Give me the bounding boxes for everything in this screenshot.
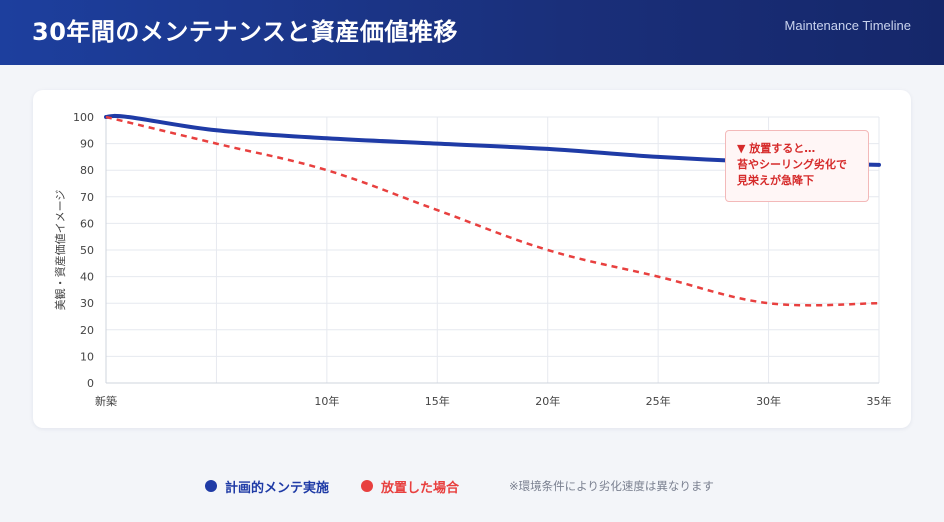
- chart-legend: 計画的メンテ実施 放置した場合 ※環境条件により劣化速度は異なります: [205, 476, 714, 496]
- y-axis-label: 美観・資産価値イメージ: [53, 190, 67, 311]
- x-tick-label: 25年: [646, 394, 671, 408]
- y-tick-label: 10: [80, 350, 94, 363]
- legend-item-planned: 計画的メンテ実施: [205, 477, 329, 496]
- annotation-line-1: ▼ 放置すると…: [737, 142, 816, 155]
- y-tick-label: 40: [80, 271, 94, 284]
- header-bar: 30年間のメンテナンスと資産価値推移 Maintenance Timeline: [0, 0, 944, 65]
- y-tick-label: 60: [80, 217, 94, 230]
- x-tick-label: 20年: [535, 394, 560, 408]
- page-subtitle: Maintenance Timeline: [784, 18, 911, 33]
- x-tick-label: 新築: [95, 394, 117, 408]
- legend-label-neglected: 放置した場合: [381, 480, 460, 496]
- x-tick-label: 35年: [867, 394, 892, 408]
- y-tick-label: 90: [80, 138, 94, 151]
- x-tick-label: 30年: [756, 394, 781, 408]
- y-tick-label: 100: [73, 111, 94, 124]
- legend-dot-planned-icon: [205, 480, 217, 492]
- series-line-neglected: [105, 115, 880, 307]
- legend-dot-neglected-icon: [361, 480, 374, 492]
- annotation-line-2: 苔やシーリング劣化で: [737, 158, 847, 171]
- y-tick-label: 30: [80, 297, 94, 310]
- y-tick-label: 70: [80, 191, 94, 204]
- annotation-line-3: 見栄えが急降下: [737, 174, 814, 187]
- y-tick-label: 0: [87, 377, 94, 390]
- y-tick-label: 50: [80, 244, 94, 257]
- y-tick-label: 80: [80, 164, 94, 177]
- chart-annotation: ▼ 放置すると… 苔やシーリング劣化で 見栄えが急降下: [725, 130, 869, 202]
- axis-layer: 0 10 20 30 40 50 60 70 80 90 100 新築 10年 15年 20年 25年 30年 3…: [73, 111, 892, 408]
- x-tick-label: 10年: [314, 394, 339, 408]
- x-tick-label: 15年: [425, 394, 450, 408]
- legend-item-neglected: 放置した場合: [361, 477, 459, 496]
- page-title: 30年間のメンテナンスと資産価値推移: [32, 18, 458, 46]
- legend-label-planned: 計画的メンテ実施: [225, 480, 330, 496]
- y-tick-label: 20: [80, 324, 94, 337]
- legend-note: ※環境条件により劣化速度は異なります: [509, 479, 714, 493]
